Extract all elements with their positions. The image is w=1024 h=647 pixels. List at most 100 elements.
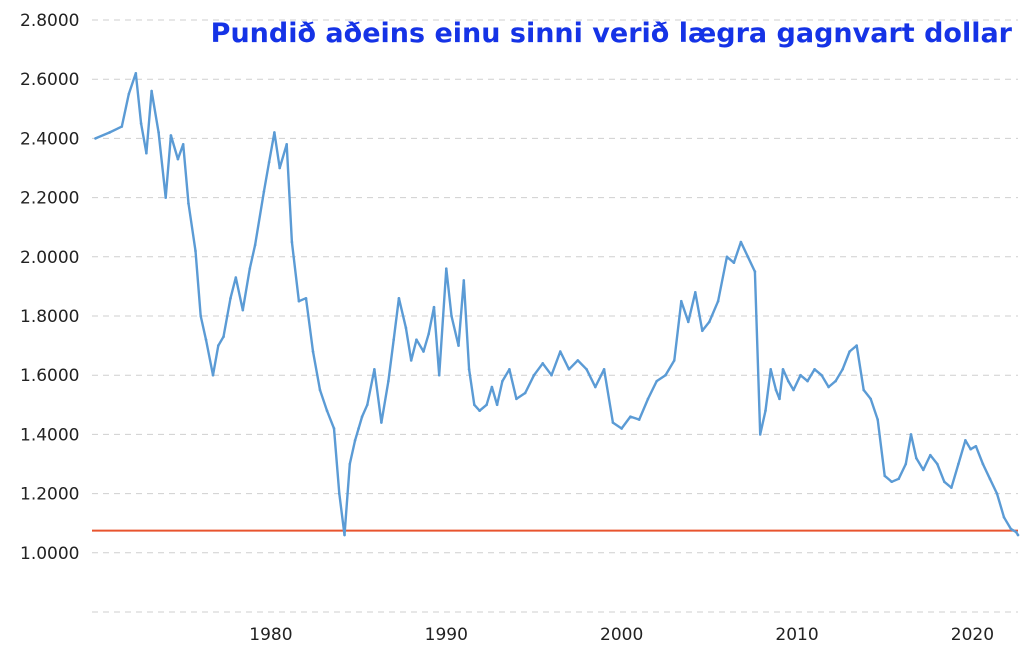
grid-lines <box>92 19 1018 613</box>
data-point <box>501 379 504 383</box>
data-point <box>694 291 697 294</box>
y-tick-label: 1.4000 <box>20 425 79 445</box>
data-point <box>495 403 499 407</box>
y-tick-label: 2.0000 <box>20 248 79 268</box>
data-point <box>969 447 972 451</box>
data-point <box>262 190 266 193</box>
data-point <box>813 367 816 371</box>
data-point <box>311 350 315 353</box>
data-point <box>629 415 632 418</box>
data-point <box>253 243 257 247</box>
data-point <box>360 415 364 418</box>
data-point <box>234 276 238 279</box>
data-point <box>876 418 879 421</box>
data-point <box>950 486 953 489</box>
data-point <box>437 373 441 377</box>
x-tick-label: 1980 <box>249 625 292 645</box>
data-point <box>427 332 431 336</box>
data-point <box>725 255 729 259</box>
data-point <box>127 92 131 96</box>
data-point <box>285 143 288 146</box>
data-point <box>508 367 511 371</box>
data-point <box>490 385 494 389</box>
y-tick-label: 2.4000 <box>20 129 79 149</box>
data-point <box>995 492 999 495</box>
data-point <box>550 373 553 377</box>
data-point <box>862 388 865 392</box>
y-tick-label: 1.8000 <box>20 307 79 327</box>
data-point <box>397 296 401 300</box>
data-point <box>318 388 322 392</box>
data-point <box>988 477 992 481</box>
data-point <box>248 267 252 270</box>
data-point <box>585 367 588 371</box>
data-point <box>216 344 220 347</box>
data-point <box>164 196 167 199</box>
data-point <box>936 462 939 466</box>
y-tick-label: 2.8000 <box>20 11 79 31</box>
data-point <box>769 367 773 371</box>
data-point <box>211 373 215 377</box>
data-point <box>404 326 408 330</box>
data-point <box>981 462 985 466</box>
series-line <box>94 72 1020 537</box>
data-point <box>957 462 960 466</box>
data-point <box>716 299 720 303</box>
data-point <box>904 462 908 466</box>
data-point <box>929 453 932 457</box>
data-point <box>620 427 623 430</box>
data-point <box>897 477 901 481</box>
x-tick-label: 2000 <box>600 625 643 645</box>
data-point <box>297 299 301 303</box>
data-point <box>532 373 536 377</box>
data-point <box>145 151 148 155</box>
data-point <box>869 397 872 401</box>
data-point <box>222 335 225 339</box>
data-point <box>473 403 476 407</box>
data-point <box>1002 515 1006 519</box>
data-point <box>108 131 111 134</box>
y-tick-label: 2.6000 <box>20 70 79 90</box>
data-point <box>373 367 376 371</box>
data-point <box>820 373 823 377</box>
data-point <box>387 379 390 383</box>
data-point <box>708 320 711 324</box>
data-point <box>974 444 978 448</box>
x-tick-label: 2020 <box>951 625 994 645</box>
data-point <box>194 249 197 253</box>
data-point <box>409 359 413 362</box>
data-point <box>325 409 329 413</box>
y-tick-label: 1.0000 <box>20 544 79 564</box>
data-point <box>576 359 580 362</box>
data-point <box>701 329 704 333</box>
data-point <box>883 474 887 478</box>
data-point <box>229 296 232 300</box>
data-point <box>602 367 606 371</box>
data-point <box>841 367 844 371</box>
data-point <box>432 305 436 309</box>
data-point <box>169 134 173 137</box>
data-point <box>120 125 124 128</box>
data-point <box>485 403 488 407</box>
data-point <box>778 397 781 401</box>
data-point <box>567 367 571 371</box>
data-point <box>679 299 683 303</box>
data-point <box>848 350 851 353</box>
data-point <box>444 267 448 270</box>
data-point <box>806 379 809 383</box>
data-point <box>139 122 143 125</box>
data-point <box>781 367 785 371</box>
y-axis-tick-labels: 1.0000 1.2000 1.4000 1.6000 1.8000 2.0000 2.20… <box>20 11 79 564</box>
data-point <box>415 338 418 341</box>
data-point <box>187 202 190 205</box>
chart-title: Pundið aðeins einu sinni verið lægra gag… <box>211 18 1013 49</box>
series-layer <box>94 71 1020 537</box>
data-point <box>758 433 762 436</box>
data-point <box>921 468 925 472</box>
x-tick-label: 1990 <box>425 625 468 645</box>
y-tick-label: 2.2000 <box>20 189 79 209</box>
data-point <box>380 421 383 424</box>
data-point <box>909 433 913 436</box>
data-point <box>290 240 294 244</box>
